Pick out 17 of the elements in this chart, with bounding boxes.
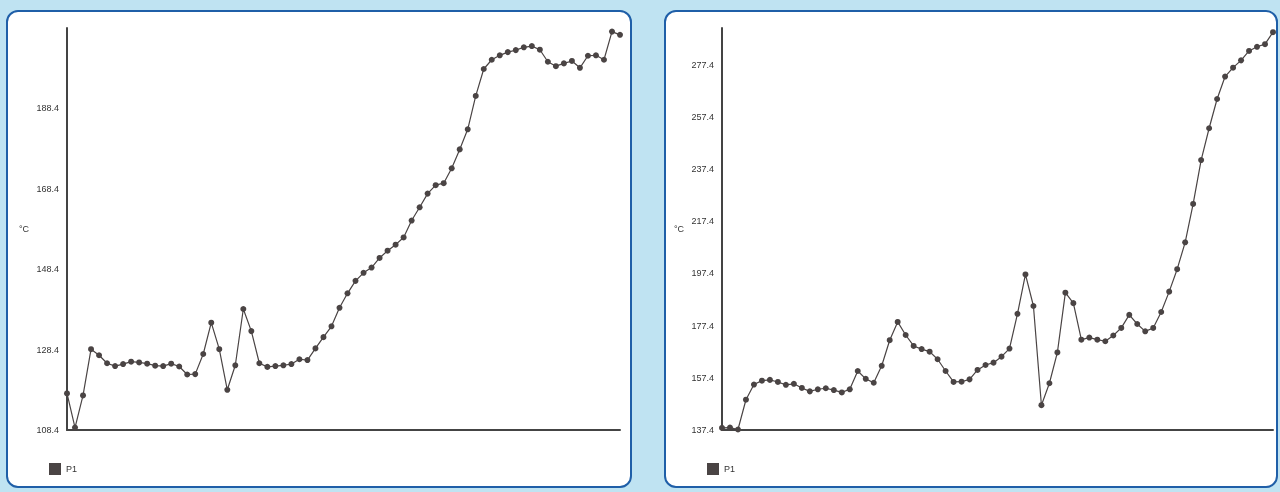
legend-label: P1 [724,464,736,474]
y-tick-label: 217.4 [691,216,714,227]
y-axis-title: °C [673,224,685,234]
y-tick-label: 277.4 [691,59,714,70]
y-tick-label: 137.4 [691,425,714,435]
y-tick-label: 257.4 [691,111,714,122]
y-tick-label: 157.4 [691,372,714,383]
y-tick-label: 148.4 [36,264,59,275]
y-tick-label: 168.4 [36,183,59,194]
y-axis-title: °C [18,224,30,234]
y-tick-label: 188.4 [36,103,59,114]
legend-label: P1 [66,464,78,474]
y-tick-label: 197.4 [691,268,714,279]
y-tick-label: 177.4 [691,320,714,331]
y-tick-label: 128.4 [36,344,59,355]
y-tick-label: 108.4 [36,425,59,435]
y-tick-label: 237.4 [691,163,714,174]
